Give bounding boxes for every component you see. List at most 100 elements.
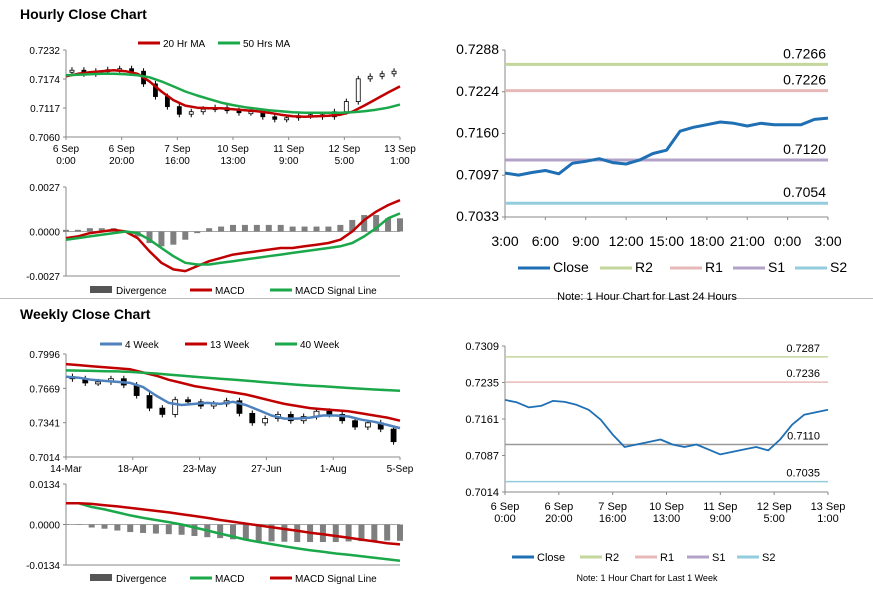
hourly_price-ytick-label: 0.7232: [29, 46, 60, 57]
weekly_macd-bar: [140, 524, 147, 533]
weekly_macd-bar: [397, 524, 403, 541]
hourly_24h-close-line: [504, 116, 829, 177]
weekly_price-candle: [236, 400, 243, 414]
hourly_24h-note: Note: 1 Hour Chart for Last 24 Hours: [557, 291, 737, 303]
weekly_price-ma13-line: [65, 362, 401, 422]
hourly_24h-xtick-label: 0:00: [774, 233, 801, 249]
hourly_price-xtick-label: 0:00: [56, 156, 76, 167]
hourly_price-candle: [200, 108, 206, 113]
weekly_price-legend-4w-label: 4 Week: [125, 340, 160, 351]
hourly_24h-level-label-s2: 0.7054: [783, 184, 826, 200]
hourly_24h-xtick-label: 6:00: [532, 233, 559, 249]
hourly_macd-ytick-label: -0.0027: [26, 272, 60, 283]
hourly_24h-ytick-label: 0.7288: [456, 41, 499, 57]
weekly_price-ytick-label: 0.7996: [29, 350, 60, 361]
weekly_price-candle: [172, 399, 179, 415]
weekly_price-candle: [159, 407, 166, 415]
hourly_price-candle: [129, 68, 135, 72]
hourly_price-xtick-label: 9:00: [279, 156, 299, 167]
hourly_price-candle: [188, 111, 194, 115]
weekly_price-candle: [339, 414, 346, 422]
hourly_price-candle: [367, 75, 373, 80]
weekly_1w-xtick-label: 5:00: [763, 513, 784, 525]
hourly_macd-bar: [361, 215, 368, 232]
weekly_price-candle: [95, 381, 102, 385]
hourly_price-ytick-label: 0.7060: [29, 133, 60, 144]
hourly_24h-legend-r2-label: R2: [635, 259, 653, 275]
weekly_macd-bar: [242, 524, 249, 541]
hourly_macd-bar: [241, 224, 248, 232]
weekly_macd-bar: [191, 524, 198, 536]
hourly_macd-bar: [74, 229, 81, 232]
weekly_macd-bar: [371, 524, 378, 541]
hourly_24h-xtick-label: 3:00: [814, 233, 841, 249]
weekly_price-xtick-label: 5-Sep: [387, 464, 414, 475]
weekly_price-candle: [326, 410, 333, 415]
weekly_macd-bar: [384, 524, 391, 541]
hourly_price-candle: [284, 117, 290, 121]
weekly_price-ma4-line: [65, 375, 401, 430]
weekly_1w-xtick-label: 6 Sep: [491, 501, 520, 513]
hourly-section-title: Hourly Close Chart: [20, 6, 147, 22]
weekly_macd-signal-line: [66, 502, 401, 546]
weekly_macd-bar: [281, 524, 288, 542]
weekly_1w-xtick-label: 10 Sep: [649, 501, 684, 513]
hourly_macd-bar: [265, 224, 272, 232]
hourly_macd-bar: [301, 226, 308, 232]
hourly_24h-ytick-label: 0.7160: [456, 125, 499, 141]
hourly_price-xtick-label: 1:00: [390, 156, 410, 167]
weekly_macd-legend-divergence-label: Divergence: [116, 574, 167, 585]
weekly_macd-macd-line: [66, 502, 401, 563]
weekly_macd-bar: [178, 524, 185, 535]
weekly_1w-xtick-label: 1:00: [817, 513, 838, 525]
hourly_macd-bar: [218, 226, 225, 232]
weekly_price-candle: [390, 428, 397, 443]
hourly_macd-bar: [313, 226, 320, 232]
hourly_price-legend-ma50-label: 50 Hrs MA: [243, 39, 291, 50]
section-divider: [0, 298, 873, 299]
weekly_price-candle: [262, 418, 269, 424]
hourly_price-xtick-label: 6 Sep: [53, 144, 80, 155]
weekly_price-candle: [364, 422, 371, 428]
hourly_price-candle: [69, 69, 75, 73]
hourly_macd-legend-divergence-label: Divergence: [116, 286, 167, 297]
hourly_price-xtick-label: 7 Sep: [164, 144, 191, 155]
hourly_macd-bar: [277, 224, 284, 232]
weekly_macd-legend-signal-label: MACD Signal Line: [295, 574, 377, 585]
hourly_24h-xtick-label: 9:00: [572, 233, 599, 249]
weekly_1w-xtick-label: 12 Sep: [757, 501, 792, 513]
weekly_1w-ytick-label: 0.7014: [465, 487, 499, 499]
hourly_24h-ytick-label: 0.7097: [456, 166, 499, 182]
hourly_price-ytick-label: 0.7174: [29, 75, 60, 86]
weekly_price-legend-13w-label: 13 Week: [210, 340, 250, 351]
hourly_24h-legend-close-label: Close: [553, 259, 589, 275]
hourly_price-xtick-label: 6 Sep: [109, 144, 136, 155]
hourly_price-candle: [153, 83, 158, 97]
hourly_price-candle: [272, 116, 278, 120]
hourly_price-ma20-line: [65, 68, 401, 119]
hourly_macd-legend-macd-label: MACD: [215, 286, 244, 297]
weekly_1w-level-label-r2: 0.7287: [786, 343, 820, 355]
hourly_24h-level-label-r2: 0.7266: [783, 45, 826, 61]
hourly_price-xtick-label: 20:00: [109, 156, 134, 167]
hourly_macd-bar: [63, 229, 69, 232]
weekly_1w-level-label-s2: 0.7035: [786, 468, 820, 480]
hourly_macd-bar: [325, 226, 332, 232]
weekly_1w-legend-r2-label: R2: [605, 552, 619, 564]
hourly_macd-ytick-label: 0.0027: [29, 183, 60, 194]
hourly_macd-bar: [170, 231, 177, 245]
weekly_price-xtick-label: 1-Aug: [320, 464, 347, 475]
hourly_price-xtick-label: 16:00: [165, 156, 190, 167]
weekly_price-candle: [249, 412, 256, 424]
weekly_macd-bar: [268, 524, 275, 542]
hourly_price-xtick-label: 5:00: [335, 156, 355, 167]
weekly_macd-ytick-label: 0.0134: [29, 480, 60, 491]
weekly_macd-ytick-label: -0.0134: [26, 561, 60, 572]
weekly_1w-ytick-label: 0.7235: [465, 378, 499, 390]
hourly_price-ma50-line: [65, 72, 401, 114]
hourly_24h-ytick-label: 0.7033: [456, 208, 499, 224]
hourly_24h-xtick-label: 3:00: [491, 233, 518, 249]
weekly_1w-legend-r1-label: R1: [660, 552, 674, 564]
weekly_price-xtick-label: 14-Mar: [50, 464, 82, 475]
